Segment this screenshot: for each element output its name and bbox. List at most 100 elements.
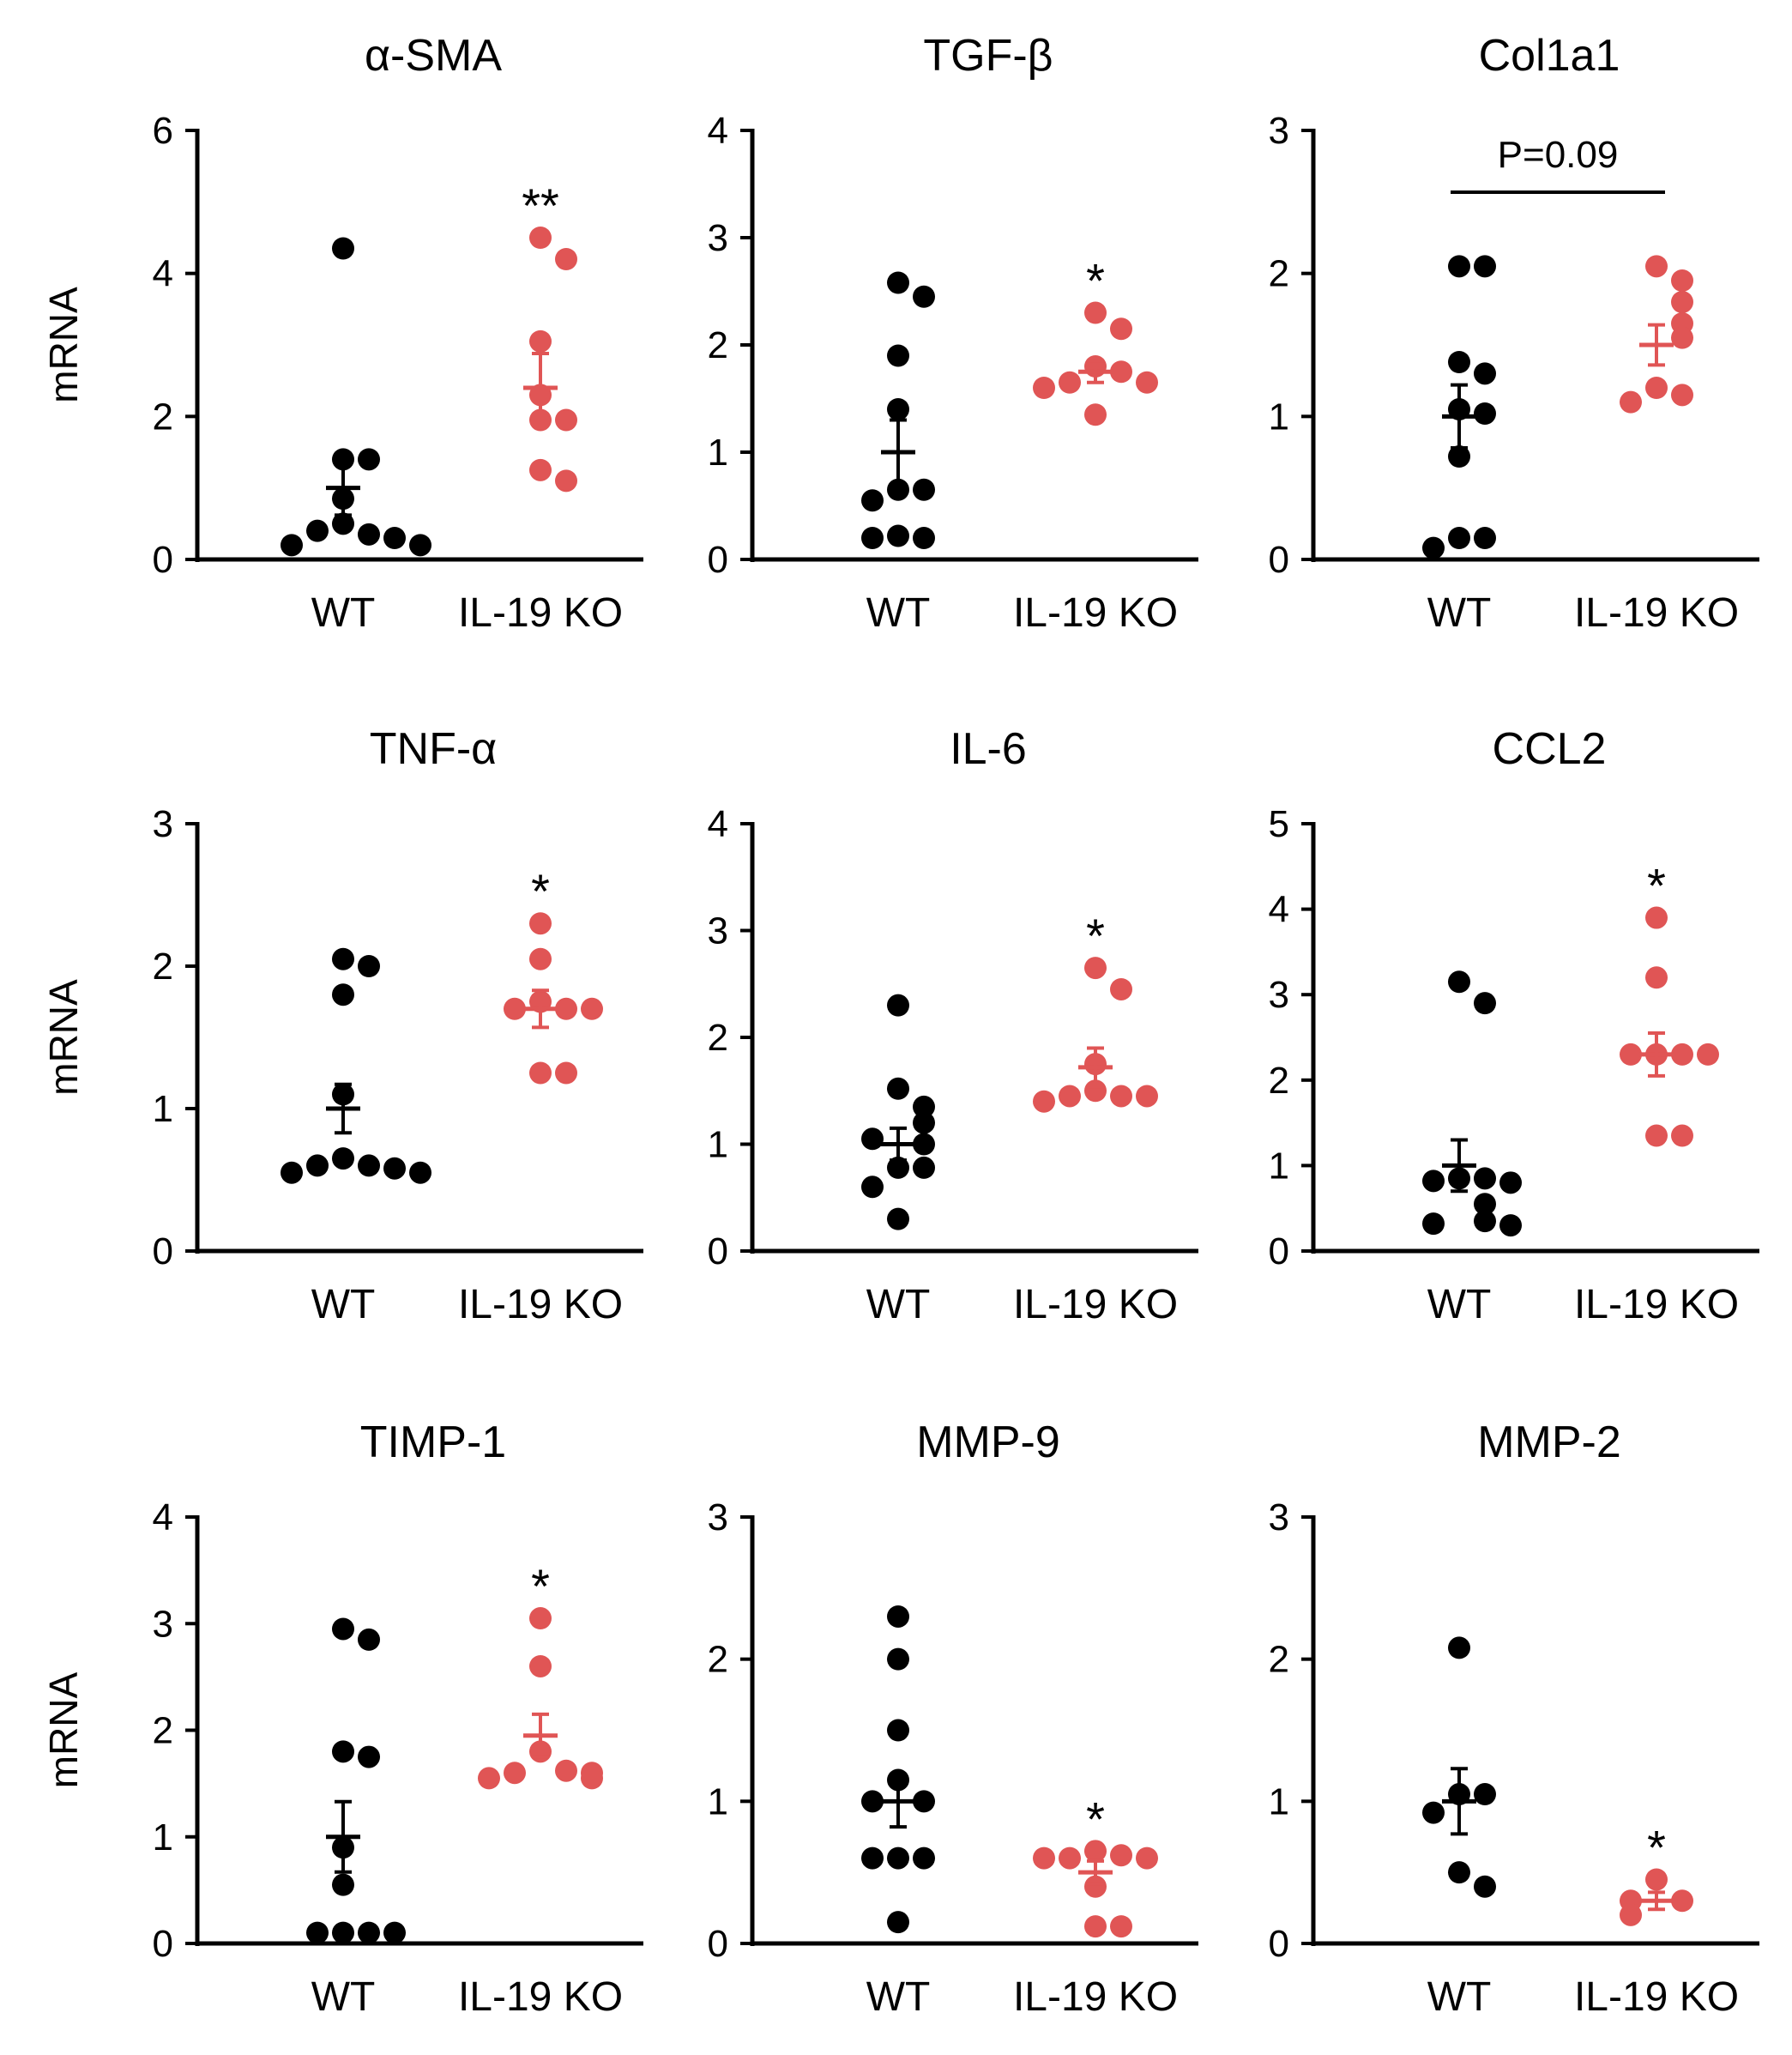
y-tick-label: 0 [153,1230,173,1272]
x-category-label: IL-19 KO [1013,590,1178,636]
significance-label: * [531,1559,550,1613]
series-wt [281,947,431,1184]
data-point [1136,1846,1158,1870]
data-point [504,1762,526,1785]
data-point [1448,1861,1470,1884]
y-tick-label: 2 [708,324,728,366]
y-tick-label: 3 [708,910,728,952]
data-point [383,1157,406,1180]
data-point [913,527,935,549]
series-il19-ko [504,912,603,1085]
data-point [1110,977,1132,1000]
data-point [1474,1193,1496,1216]
y-axis-label: mRNA [41,979,86,1096]
data-point [861,1846,884,1870]
series-il19-ko [1033,957,1158,1113]
data-point [332,237,354,260]
y-axis-label: mRNA [41,1671,86,1788]
data-point [1645,966,1668,989]
data-point [1059,1846,1081,1870]
series-il19-ko [1033,301,1158,426]
x-category-label: WT [866,1282,931,1327]
y-tick-label: 3 [708,217,728,259]
data-point [1671,1124,1693,1147]
data-point [529,458,552,481]
x-category-label: IL-19 KO [1574,1974,1739,2020]
data-point [887,1207,909,1230]
data-point [529,329,552,353]
data-point [1474,362,1496,385]
data-point [1422,1801,1445,1824]
y-tick-label: 4 [1269,889,1289,931]
y-tick-label: 4 [708,803,728,845]
chart-title: α-SMA [365,31,502,81]
data-point [1084,957,1107,980]
data-point [581,997,603,1020]
data-point [383,1921,406,1944]
data-point [555,997,577,1020]
data-point [1697,1043,1719,1066]
data-point [1671,269,1693,292]
data-point [887,524,909,547]
y-tick-label: 1 [1269,1145,1289,1187]
data-point [1474,1875,1496,1898]
data-point [1422,1212,1445,1236]
y-tick-label: 1 [153,1816,173,1859]
chart-title: TGF-β [923,31,1053,81]
data-point [409,1161,431,1184]
y-tick-label: 3 [1269,974,1289,1016]
y-tick-label: 0 [153,1923,173,1965]
data-point [1474,1783,1496,1806]
data-point [1474,1210,1496,1233]
data-point [1645,1124,1668,1147]
series-wt [861,994,935,1230]
data-point [1474,255,1496,278]
data-point [332,947,354,970]
y-tick-label: 1 [153,1088,173,1130]
y-tick-label: 0 [153,539,173,581]
y-tick-label: 4 [153,1496,173,1538]
series-wt [1422,970,1522,1237]
data-point [1033,1090,1055,1113]
x-category-label: WT [866,590,931,636]
data-point [409,534,431,557]
significance-label: * [1647,859,1666,913]
y-tick-label: 2 [153,1710,173,1752]
data-point [1671,1043,1693,1066]
data-point [1059,371,1081,394]
panel-6: TIMP-1 mRNA 0 1 2 3 4 WT IL-19 KO * [41,1417,643,2020]
y-tick-label: 3 [1269,1496,1289,1538]
data-point [555,1759,577,1782]
y-tick-label: 2 [708,1017,728,1059]
data-point [478,1767,500,1790]
series-il19-ko [1620,906,1719,1147]
x-category-label: WT [311,1974,376,2020]
panel-8: MMP-2 0 1 2 3 WT IL-19 KO * [1269,1417,1759,2020]
data-point [1084,1915,1107,1938]
data-point [1422,536,1445,559]
y-tick-label: 3 [708,1496,728,1538]
data-point [861,489,884,512]
data-point [1499,1171,1522,1194]
panel-0: α-SMA mRNA 0 2 4 6 WT IL-19 KO ** [41,31,643,636]
data-point [1448,1636,1470,1659]
data-point [1136,1085,1158,1108]
series-il19-ko [1033,1840,1158,1938]
panel-1: TGF-β 0 1 2 3 4 WT IL-19 KO * [708,31,1198,636]
data-point [1474,527,1496,549]
data-point [358,523,380,546]
series-il19-ko [478,1607,603,1790]
panel-4: IL-6 0 1 2 3 4 WT IL-19 KO * [708,724,1198,1327]
y-tick-label: 3 [153,803,173,845]
significance-label: * [1086,909,1105,963]
series-wt [306,1617,406,1944]
y-axis-label: mRNA [41,287,86,403]
x-category-label: WT [1427,590,1492,636]
data-point [887,271,909,294]
data-point [913,285,935,308]
panel-5: CCL2 0 1 2 3 4 5 WT IL-19 KO * [1269,724,1759,1327]
data-point [1671,326,1693,349]
data-point [358,1745,380,1768]
data-point [1671,384,1693,407]
